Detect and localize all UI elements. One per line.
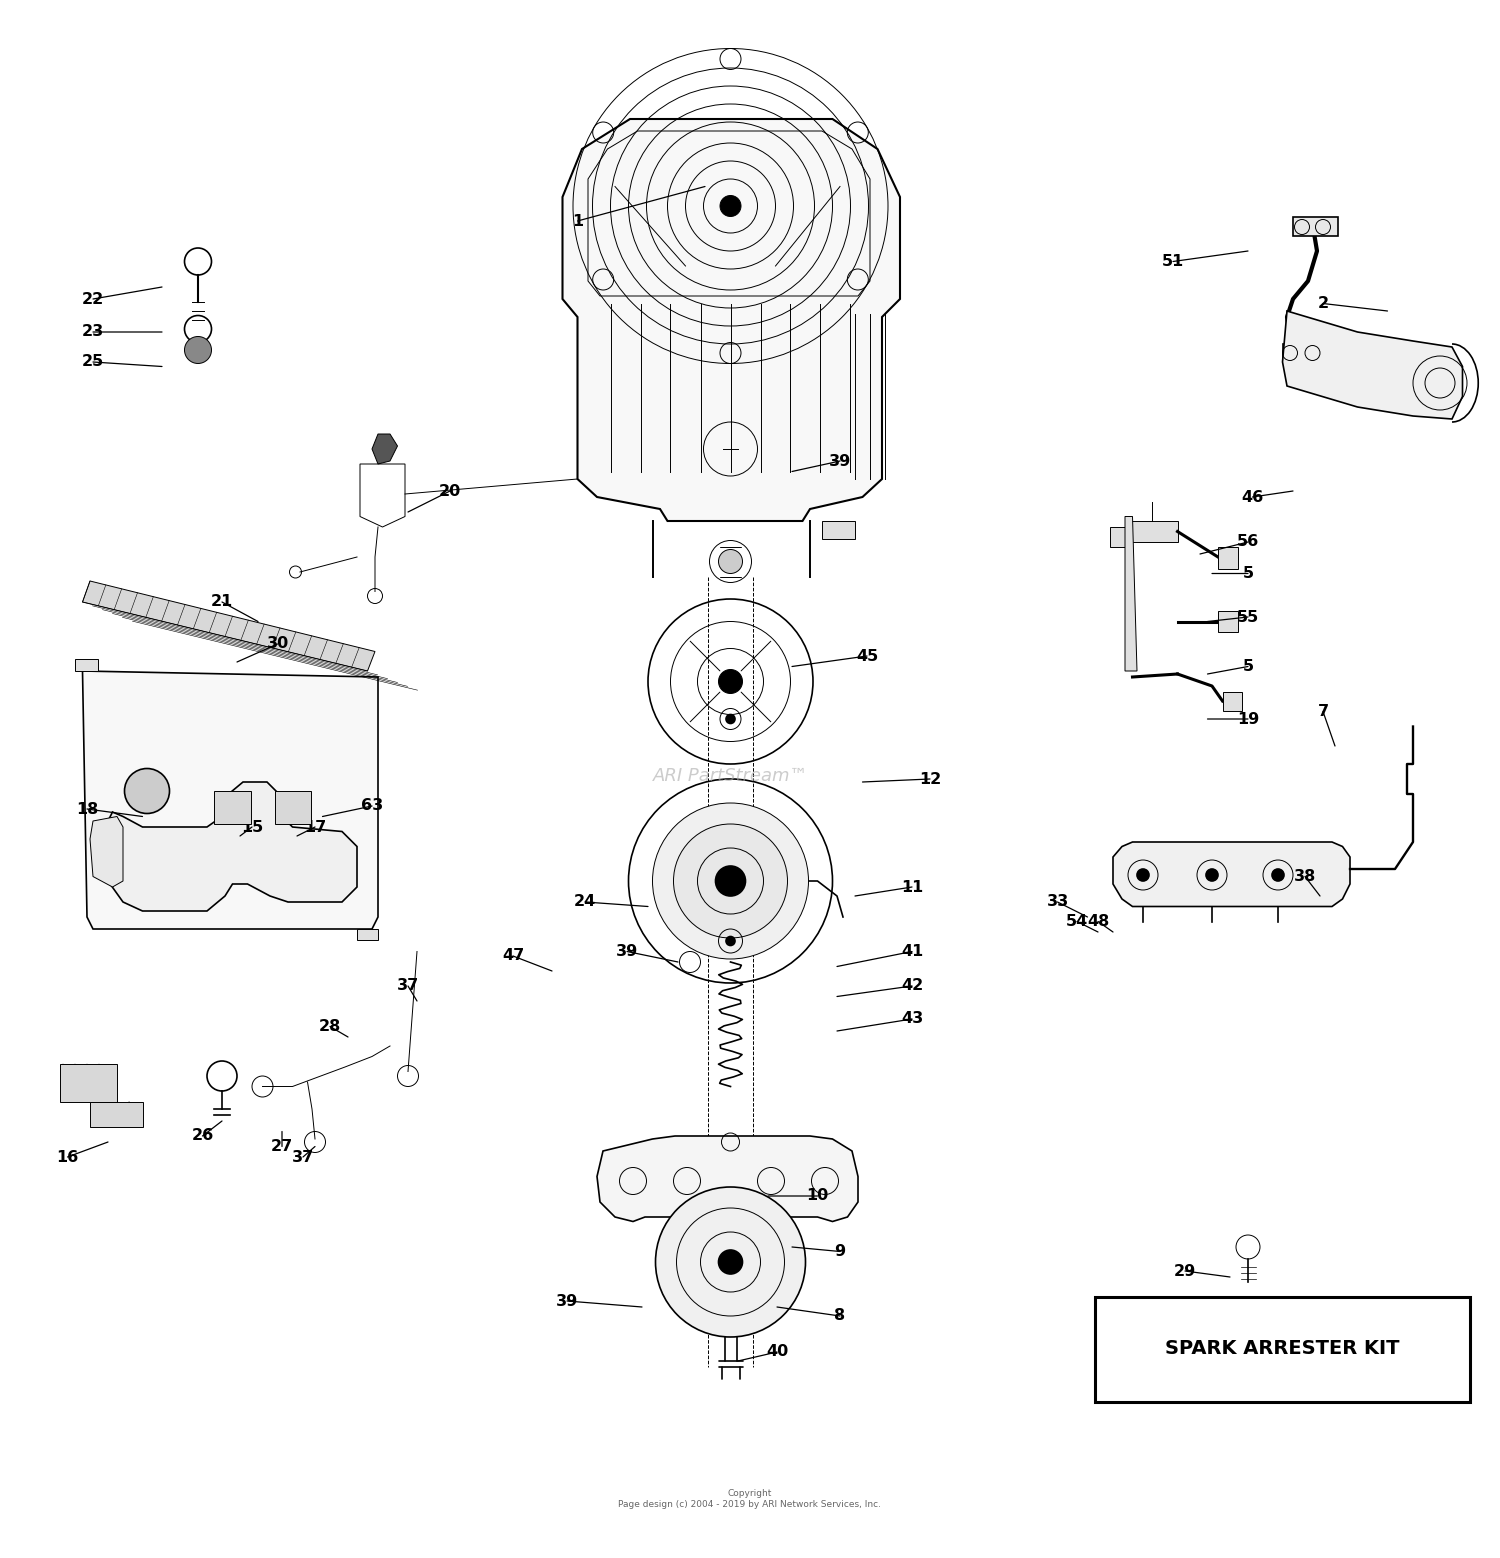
Circle shape bbox=[1272, 869, 1284, 880]
Polygon shape bbox=[357, 929, 378, 939]
Text: 23: 23 bbox=[82, 324, 104, 340]
Circle shape bbox=[1206, 869, 1218, 880]
Text: 54: 54 bbox=[1066, 915, 1088, 929]
Text: 48: 48 bbox=[1088, 915, 1108, 929]
Circle shape bbox=[726, 715, 735, 723]
Text: 27: 27 bbox=[272, 1139, 292, 1154]
Polygon shape bbox=[108, 782, 357, 911]
Polygon shape bbox=[1113, 841, 1350, 907]
Circle shape bbox=[718, 550, 742, 573]
Text: 17: 17 bbox=[304, 820, 326, 835]
Polygon shape bbox=[274, 791, 310, 824]
Text: 33: 33 bbox=[1047, 894, 1068, 910]
Text: 29: 29 bbox=[1174, 1264, 1196, 1279]
Circle shape bbox=[674, 824, 788, 938]
Text: 26: 26 bbox=[192, 1128, 213, 1144]
Polygon shape bbox=[372, 435, 398, 464]
Bar bbox=[1095, 1296, 1470, 1402]
Text: 43: 43 bbox=[902, 1011, 922, 1027]
Text: 5: 5 bbox=[1242, 659, 1254, 675]
Text: 46: 46 bbox=[1242, 489, 1263, 505]
Text: 21: 21 bbox=[211, 595, 232, 609]
Text: 40: 40 bbox=[766, 1345, 788, 1360]
Text: 47: 47 bbox=[503, 949, 524, 963]
Circle shape bbox=[1137, 869, 1149, 880]
Circle shape bbox=[718, 1250, 742, 1274]
Polygon shape bbox=[60, 1064, 117, 1102]
Polygon shape bbox=[1218, 547, 1237, 569]
Polygon shape bbox=[1218, 611, 1237, 633]
Text: 8: 8 bbox=[834, 1309, 846, 1323]
Text: 39: 39 bbox=[556, 1293, 578, 1309]
Text: ARI PartStream™: ARI PartStream™ bbox=[652, 767, 808, 785]
Polygon shape bbox=[90, 816, 123, 887]
Text: 7: 7 bbox=[1317, 704, 1329, 718]
Circle shape bbox=[184, 337, 211, 363]
Text: 25: 25 bbox=[82, 355, 104, 369]
Text: 19: 19 bbox=[1238, 712, 1258, 726]
Text: 11: 11 bbox=[902, 880, 922, 894]
Text: 38: 38 bbox=[1294, 869, 1316, 883]
Polygon shape bbox=[75, 659, 98, 671]
Polygon shape bbox=[1222, 692, 1242, 712]
Text: 5: 5 bbox=[1242, 566, 1254, 581]
Text: 18: 18 bbox=[76, 801, 98, 816]
Text: 22: 22 bbox=[82, 291, 104, 307]
Text: 41: 41 bbox=[902, 944, 922, 960]
Polygon shape bbox=[82, 671, 378, 929]
Polygon shape bbox=[1125, 517, 1137, 671]
Circle shape bbox=[124, 768, 170, 813]
Circle shape bbox=[720, 195, 741, 217]
Text: 39: 39 bbox=[830, 453, 850, 469]
Text: 37: 37 bbox=[292, 1150, 314, 1164]
Circle shape bbox=[718, 670, 742, 693]
Text: 1: 1 bbox=[572, 213, 584, 229]
Circle shape bbox=[716, 866, 746, 896]
Polygon shape bbox=[822, 520, 855, 539]
Text: 30: 30 bbox=[267, 637, 288, 651]
Text: 12: 12 bbox=[920, 771, 940, 787]
Polygon shape bbox=[214, 791, 250, 824]
Text: 63: 63 bbox=[362, 799, 382, 813]
Text: 10: 10 bbox=[807, 1189, 828, 1203]
Text: 16: 16 bbox=[57, 1150, 78, 1164]
Text: 39: 39 bbox=[616, 944, 638, 960]
Polygon shape bbox=[82, 581, 375, 671]
Text: 42: 42 bbox=[902, 978, 922, 994]
Text: 45: 45 bbox=[856, 648, 877, 664]
Polygon shape bbox=[1110, 527, 1128, 547]
Text: 56: 56 bbox=[1238, 534, 1258, 550]
Text: 15: 15 bbox=[242, 820, 262, 835]
Text: 2: 2 bbox=[1317, 296, 1329, 312]
Polygon shape bbox=[90, 1102, 142, 1126]
Text: 37: 37 bbox=[398, 978, 418, 994]
Text: 24: 24 bbox=[574, 894, 596, 910]
Polygon shape bbox=[1125, 520, 1178, 542]
Text: 55: 55 bbox=[1238, 609, 1258, 625]
Circle shape bbox=[652, 802, 808, 960]
Text: Copyright
Page design (c) 2004 - 2019 by ARI Network Services, Inc.: Copyright Page design (c) 2004 - 2019 by… bbox=[618, 1489, 882, 1508]
Text: 51: 51 bbox=[1162, 254, 1184, 270]
Text: 20: 20 bbox=[440, 483, 460, 499]
Polygon shape bbox=[1282, 312, 1462, 419]
Text: SPARK ARRESTER KIT: SPARK ARRESTER KIT bbox=[1166, 1340, 1400, 1359]
FancyBboxPatch shape bbox=[720, 899, 741, 932]
Circle shape bbox=[656, 1187, 806, 1337]
Text: 9: 9 bbox=[834, 1243, 846, 1259]
Polygon shape bbox=[1293, 217, 1338, 235]
Text: 28: 28 bbox=[320, 1019, 340, 1035]
Circle shape bbox=[726, 936, 735, 946]
Polygon shape bbox=[597, 1136, 858, 1221]
Polygon shape bbox=[1282, 344, 1323, 361]
Polygon shape bbox=[562, 118, 900, 520]
